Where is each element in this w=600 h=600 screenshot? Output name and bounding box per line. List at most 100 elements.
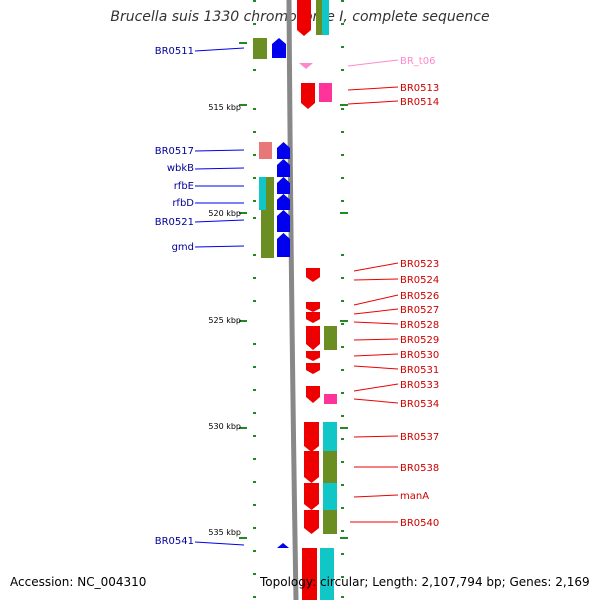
right-leader-line: [347, 86, 399, 91]
right-minor-tick: [341, 23, 344, 25]
reverse-gene-arrow: [306, 363, 320, 374]
reverse-gene-arrow: [304, 483, 319, 510]
forward-gene-arrow: [277, 159, 290, 177]
right-leader-line: [353, 278, 399, 281]
left-minor-tick: [253, 504, 256, 506]
right-minor-tick: [341, 438, 344, 440]
reverse-gene-arrow: [304, 451, 319, 483]
right-major-tick: [340, 212, 348, 214]
left-minor-tick: [253, 200, 256, 202]
left-gene-label: gmd: [172, 242, 194, 253]
olive-gene-block: [253, 38, 267, 59]
right-leader-line: [353, 294, 399, 306]
reverse-gene-arrow: [304, 510, 319, 534]
forward-gene-arrow: [272, 38, 286, 58]
right-leader-line: [353, 338, 399, 341]
left-minor-tick: [253, 527, 256, 529]
topology-text: Topology: circular; Length: 2,107,794 bp…: [260, 575, 590, 589]
left-gene-label: rfbD: [172, 198, 194, 209]
left-minor-tick: [253, 217, 256, 219]
left-major-tick: [239, 320, 247, 322]
scale-label: 530 kbp: [208, 422, 241, 431]
reverse-gene-arrow: [306, 386, 320, 403]
reverse-gene-arrow: [306, 326, 320, 350]
left-gene-label: BR0511: [155, 46, 194, 57]
left-gene-label: BR0541: [155, 536, 194, 547]
olive-gene-block: [266, 177, 274, 210]
left-minor-tick: [253, 0, 256, 2]
forward-gene-arrow: [277, 210, 290, 232]
left-minor-tick: [253, 23, 256, 25]
accession-text: Accession: NC_004310: [10, 575, 147, 589]
left-minor-tick: [253, 435, 256, 437]
left-minor-tick: [253, 343, 256, 345]
right-minor-tick: [341, 323, 344, 325]
right-gene-label: BR0530: [400, 350, 439, 361]
right-leader-line: [353, 321, 399, 325]
left-leader-line: [194, 219, 245, 223]
right-minor-tick: [341, 346, 344, 348]
right-minor-tick: [341, 461, 344, 463]
right-gene-label: BR0514: [400, 97, 439, 108]
right-gene-label: BR0513: [400, 83, 439, 94]
forward-gene-arrow: [277, 194, 290, 210]
right-leader-line: [353, 494, 399, 498]
forward-gene-arrow: [277, 543, 289, 548]
reverse-gene-arrow: [306, 268, 320, 282]
right-gene-label: BR0528: [400, 320, 439, 331]
reverse-gene-arrow: [304, 422, 319, 452]
right-leader-line: [353, 365, 399, 370]
right-major-tick: [340, 427, 348, 429]
left-minor-tick: [253, 550, 256, 552]
left-minor-tick: [253, 458, 256, 460]
right-gene-label: BR0531: [400, 365, 439, 376]
left-major-tick: [239, 42, 247, 44]
right-gene-label: BR0534: [400, 399, 439, 410]
right-minor-tick: [341, 277, 344, 279]
right-minor-tick: [341, 254, 344, 256]
left-leader-line: [194, 541, 245, 546]
right-leader-line: [353, 435, 399, 438]
olive-gene-block: [316, 0, 322, 35]
cyan-gene-block: [320, 548, 334, 600]
left-minor-tick: [253, 412, 256, 414]
left-gene-label: BR0521: [155, 217, 194, 228]
left-minor-tick: [253, 131, 256, 133]
left-minor-tick: [253, 389, 256, 391]
left-minor-tick: [253, 108, 256, 110]
scale-label: 520 kbp: [208, 209, 241, 218]
left-gene-label: wbkB: [167, 163, 194, 174]
right-minor-tick: [341, 369, 344, 371]
left-minor-tick: [253, 154, 256, 156]
cyan-gene-block: [323, 422, 337, 452]
magenta-gene-block: [319, 83, 332, 102]
left-major-tick: [239, 427, 247, 429]
scale-label: 515 kbp: [208, 103, 241, 112]
olive-gene-block: [323, 451, 337, 483]
scale-label: 535 kbp: [208, 528, 241, 537]
right-minor-tick: [341, 69, 344, 71]
right-minor-tick: [341, 484, 344, 486]
trna-marker: [299, 63, 313, 69]
right-gene-label: BR0527: [400, 305, 439, 316]
right-leader-line: [353, 308, 399, 315]
right-minor-tick: [341, 0, 344, 2]
right-gene-label: BR0533: [400, 380, 439, 391]
reverse-gene-arrow: [306, 351, 320, 361]
right-gene-label: manA: [400, 491, 429, 502]
left-leader-line: [194, 47, 245, 52]
right-minor-tick: [341, 415, 344, 417]
right-minor-tick: [341, 576, 344, 578]
right-minor-tick: [341, 154, 344, 156]
right-leader-line: [353, 383, 399, 392]
right-minor-tick: [341, 553, 344, 555]
right-leader-line: [347, 59, 399, 67]
forward-gene-arrow: [277, 142, 290, 159]
left-leader-line: [194, 167, 245, 170]
scale-label: 525 kbp: [208, 316, 241, 325]
right-minor-tick: [341, 131, 344, 133]
right-major-tick: [340, 104, 348, 106]
backbone-line: [286, 0, 299, 600]
reverse-gene-arrow: [297, 0, 311, 36]
